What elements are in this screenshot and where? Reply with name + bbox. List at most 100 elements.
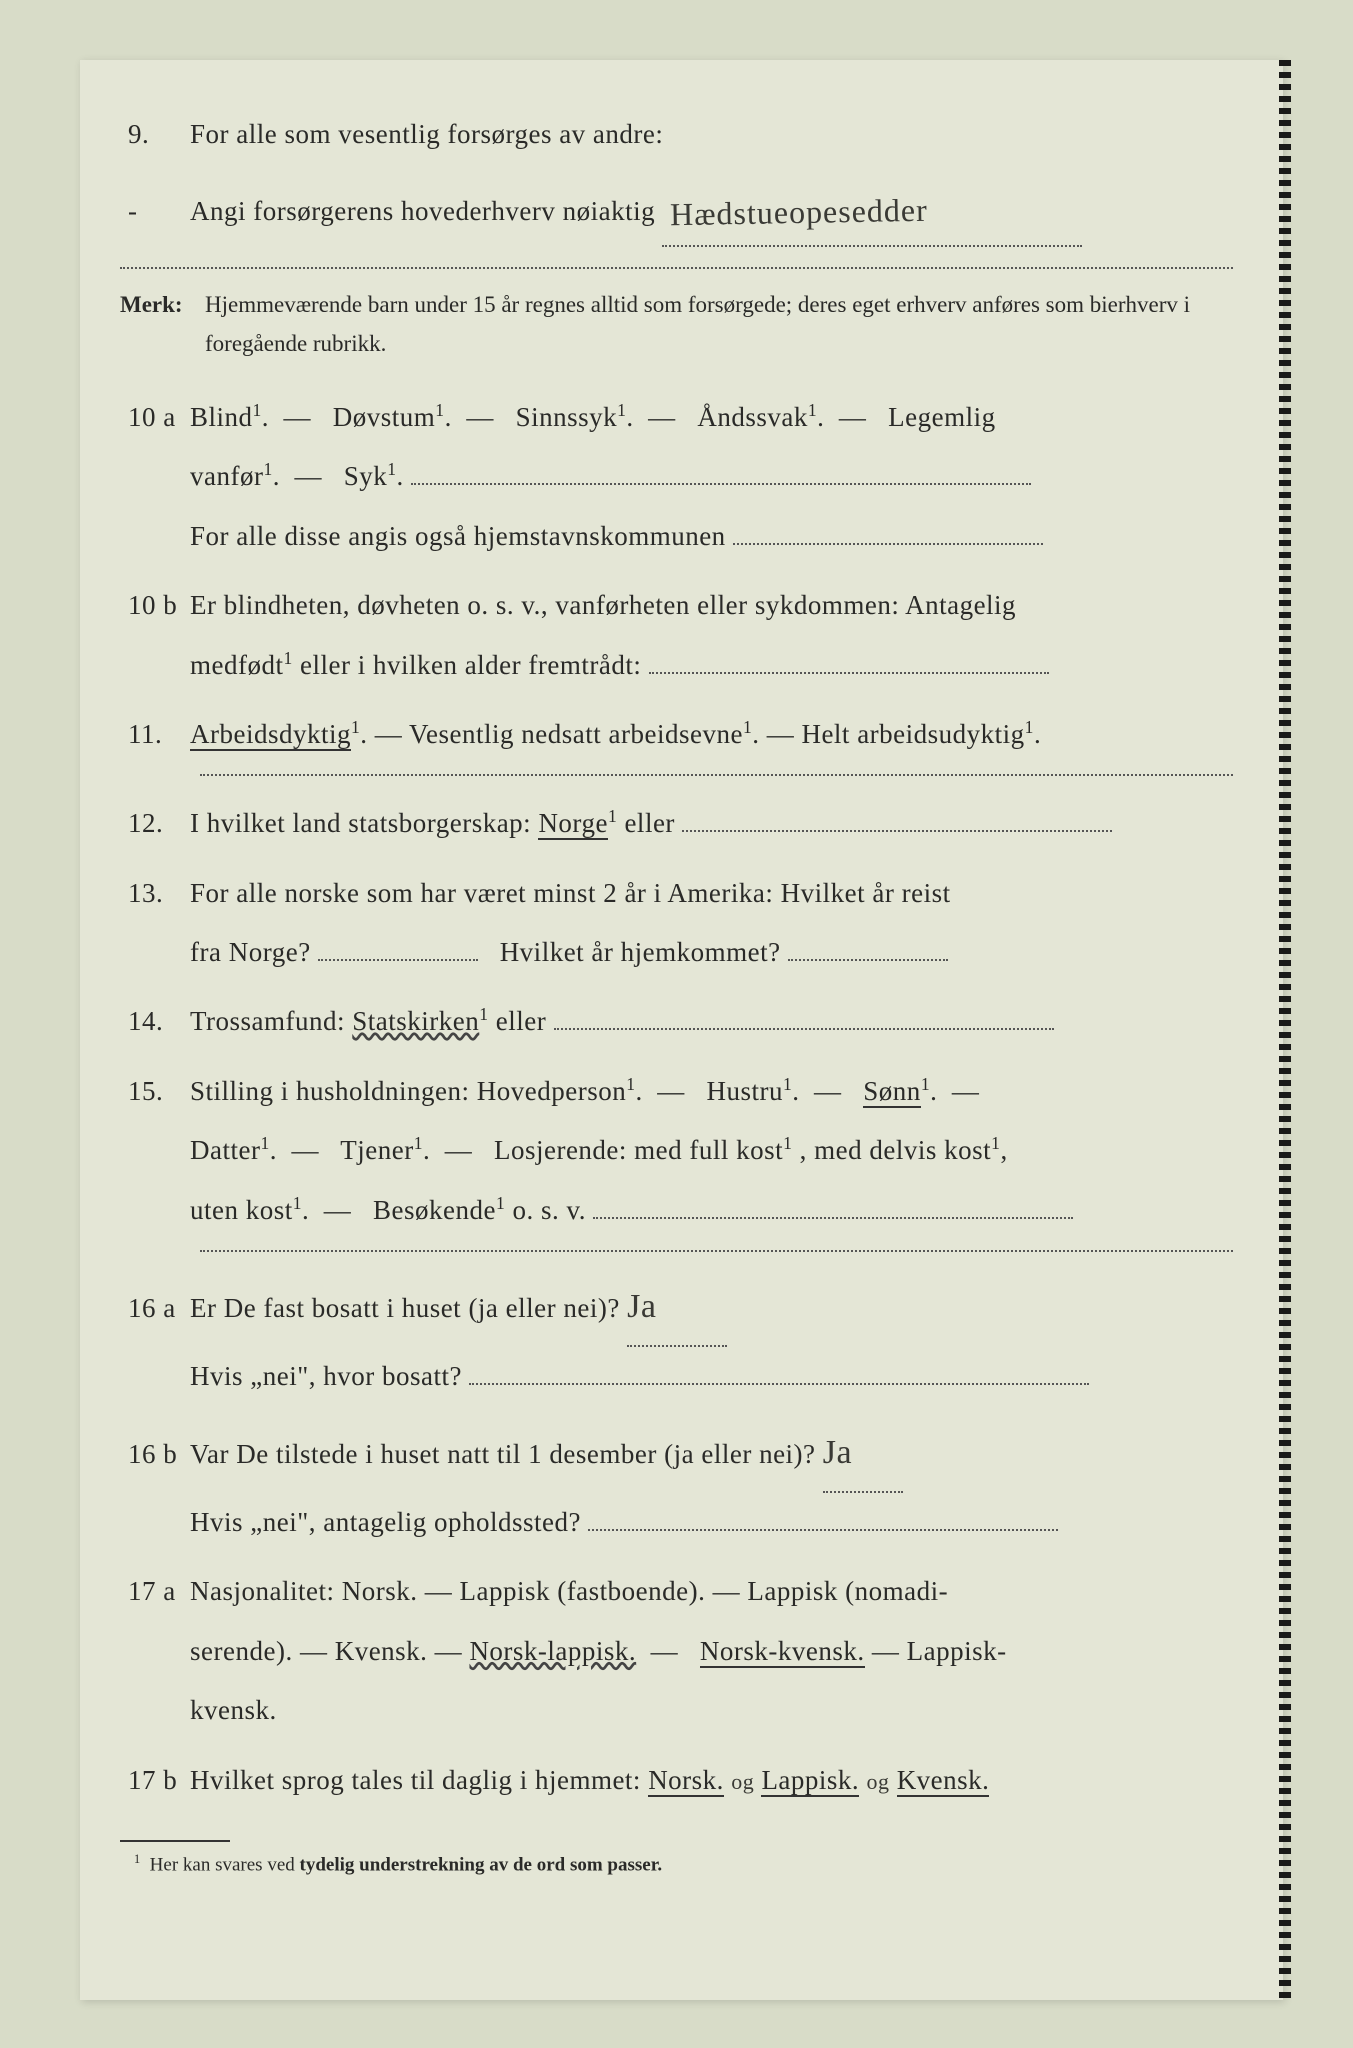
q10a-opt-andssvak: Åndssvak	[697, 402, 808, 432]
q10a-opt-syk: Syk	[344, 461, 388, 491]
q10a-opt-sinnssyk: Sinnssyk	[516, 402, 618, 432]
q17b-norsk: Norsk.	[648, 1765, 724, 1797]
q10a-opt-vanfor: vanfør	[190, 461, 263, 491]
q17a-number: 17 a	[120, 1571, 190, 1612]
q16b: 16 b Var De tilstede i huset natt til 1 …	[120, 1416, 1233, 1552]
q17b-og2: og	[866, 1769, 889, 1794]
q16b-blank2[interactable]	[588, 1529, 1058, 1531]
q15-osv: o. s. v.	[513, 1195, 587, 1225]
census-form-page: 9. For alle som vesentlig forsørges av a…	[80, 60, 1283, 2000]
q12-post: eller	[624, 808, 674, 838]
q15-delvis: , med delvis kost	[800, 1135, 992, 1165]
merk-label: Merk:	[120, 288, 205, 323]
q11: 11. Arbeidsdyktig1. — Vesentlig nedsatt …	[120, 705, 1233, 764]
q17b: 17 b Hvilket sprog tales til daglig i hj…	[120, 1751, 1233, 1810]
q17a-norsk-lappisk: Norsk-lappisk.	[469, 1636, 636, 1666]
q11-number: 11.	[120, 714, 190, 755]
q16a-answer-field[interactable]: Ja	[627, 1270, 727, 1347]
q15-uten: uten kost	[190, 1195, 293, 1225]
q17b-pre: Hvilket sprog tales til daglig i hjemmet…	[190, 1765, 648, 1795]
q10a-number: 10 a	[120, 397, 190, 438]
merk-text: Hjemmeværende barn under 15 år regnes al…	[205, 285, 1233, 363]
q17a-line2a: serende). — Kvensk. —	[190, 1636, 469, 1666]
q10b-medfodt: medfødt	[190, 650, 283, 680]
q15-hustru: Hustru	[707, 1076, 784, 1106]
q10a-opt-blind: Blind	[190, 402, 253, 432]
q17a-norsk-kvensk: Norsk-kvensk.	[700, 1636, 865, 1668]
q13-fra-norge: fra Norge?	[190, 937, 311, 967]
q10a-blank2[interactable]	[733, 543, 1043, 545]
q16b-answer: Ja	[823, 1434, 852, 1471]
q16b-line2: Hvis „nei", antagelig opholdssted?	[190, 1507, 581, 1537]
q14: 14. Trossamfund: Statskirken1 eller	[120, 992, 1233, 1051]
q9-text1: For alle som vesentlig forsørges av andr…	[190, 105, 1233, 164]
q16b-question: Var De tilstede i huset natt til 1 desem…	[190, 1439, 816, 1469]
q17b-og1: og	[731, 1769, 754, 1794]
q10b-line2post: eller i hvilken alder fremtrådt:	[300, 650, 641, 680]
q14-number: 14.	[120, 1001, 190, 1042]
footnote-rule	[120, 1840, 230, 1842]
q12-pre: I hvilket land statsborgerskap:	[190, 808, 538, 838]
q9-answer-field[interactable]: Hædstueopesedder	[662, 174, 1082, 246]
q16a-answer: Ja	[627, 1288, 656, 1325]
q12-blank[interactable]	[682, 830, 1112, 832]
q10b-line1: Er blindheten, døvheten o. s. v., vanfør…	[190, 590, 1016, 620]
q13-blank1[interactable]	[318, 959, 478, 961]
q10a-blank1[interactable]	[411, 483, 1031, 485]
q17a-kvensk: kvensk.	[190, 1695, 277, 1725]
q13-line1: For alle norske som har været minst 2 år…	[190, 878, 951, 908]
q17a-line1: Nasjonalitet: Norsk. — Lappisk (fastboen…	[190, 1576, 948, 1606]
q15-hovedperson: Stilling i husholdningen: Hovedperson	[190, 1076, 626, 1106]
separator-11	[200, 774, 1233, 776]
q10a-line2: For alle disse angis også hjemstavnskomm…	[190, 521, 726, 551]
q9-handwritten: Hædstueopesedder	[670, 175, 929, 250]
q12: 12. I hvilket land statsborgerskap: Norg…	[120, 794, 1233, 853]
q12-norge: Norge	[538, 808, 608, 840]
q9-line1: 9. For alle som vesentlig forsørges av a…	[120, 105, 1233, 164]
q16a-question: Er De fast bosatt i huset (ja eller nei)…	[190, 1293, 620, 1323]
q9-text2: Angi forsørgerens hovederhverv nøiaktig	[190, 196, 655, 226]
q13-number: 13.	[120, 873, 190, 914]
q17b-kvensk: Kvensk.	[897, 1765, 990, 1797]
q10a-opt-dovstum: Døvstum	[333, 402, 436, 432]
q11-opt3: — Helt arbeidsudyktig	[767, 719, 1025, 749]
q16b-answer-field[interactable]: Ja	[823, 1416, 903, 1493]
q15-datter: Datter	[190, 1135, 260, 1165]
q13: 13. For alle norske som har været minst …	[120, 864, 1233, 983]
q13-hjemkommet: Hvilket år hjemkommet?	[500, 937, 781, 967]
q14-blank[interactable]	[554, 1028, 1054, 1030]
q14-pre: Trossamfund:	[190, 1006, 352, 1036]
q15-sonn: Sønn	[863, 1076, 921, 1108]
q10a-opt-legemlig: Legemlig	[888, 402, 995, 432]
q10b-blank[interactable]	[649, 672, 1049, 674]
q14-post: eller	[496, 1006, 546, 1036]
q15-blank[interactable]	[593, 1217, 1073, 1219]
footnote-pre: Her kan svares ved	[150, 1854, 300, 1875]
q10b-number: 10 b	[120, 585, 190, 626]
footnote: 1 Her kan svares ved tydelig understrekn…	[120, 1850, 1233, 1880]
q17a: 17 a Nasjonalitet: Norsk. — Lappisk (fas…	[120, 1562, 1233, 1740]
footnote-bold: tydelig understrekning av de ord som pas…	[300, 1854, 663, 1875]
q14-statskirken: Statskirken	[352, 1006, 479, 1036]
q16a-line2: Hvis „nei", hvor bosatt?	[190, 1361, 462, 1391]
q16a-blank2[interactable]	[469, 1383, 1089, 1385]
q17b-number: 17 b	[120, 1760, 190, 1801]
q9-line2: - Angi forsørgerens hovederhverv nøiakti…	[120, 174, 1233, 246]
q16b-number: 16 b	[120, 1434, 190, 1475]
separator-15	[200, 1250, 1233, 1252]
q15-number: 15.	[120, 1071, 190, 1112]
q13-blank2[interactable]	[788, 959, 948, 961]
q16a-number: 16 a	[120, 1288, 190, 1329]
merk-note: Merk: Hjemmeværende barn under 15 år reg…	[120, 267, 1233, 363]
q15: 15. Stilling i husholdningen: Hovedperso…	[120, 1062, 1233, 1240]
q15-losjerende: Losjerende: med full kost	[494, 1135, 783, 1165]
q10b: 10 b Er blindheten, døvheten o. s. v., v…	[120, 576, 1233, 695]
q11-opt1: Arbeidsdyktig	[190, 719, 351, 751]
q9-number: 9.	[120, 114, 190, 155]
q10a: 10 a Blind1. — Døvstum1. — Sinnssyk1. — …	[120, 388, 1233, 566]
q15-tjener: Tjener	[340, 1135, 413, 1165]
q15-besokende: Besøkende	[373, 1195, 496, 1225]
footnote-num: 1	[134, 1852, 140, 1866]
q17a-lappisk: — Lappisk-	[872, 1636, 1007, 1666]
q11-opt2: — Vesentlig nedsatt arbeidsevne	[375, 719, 743, 749]
